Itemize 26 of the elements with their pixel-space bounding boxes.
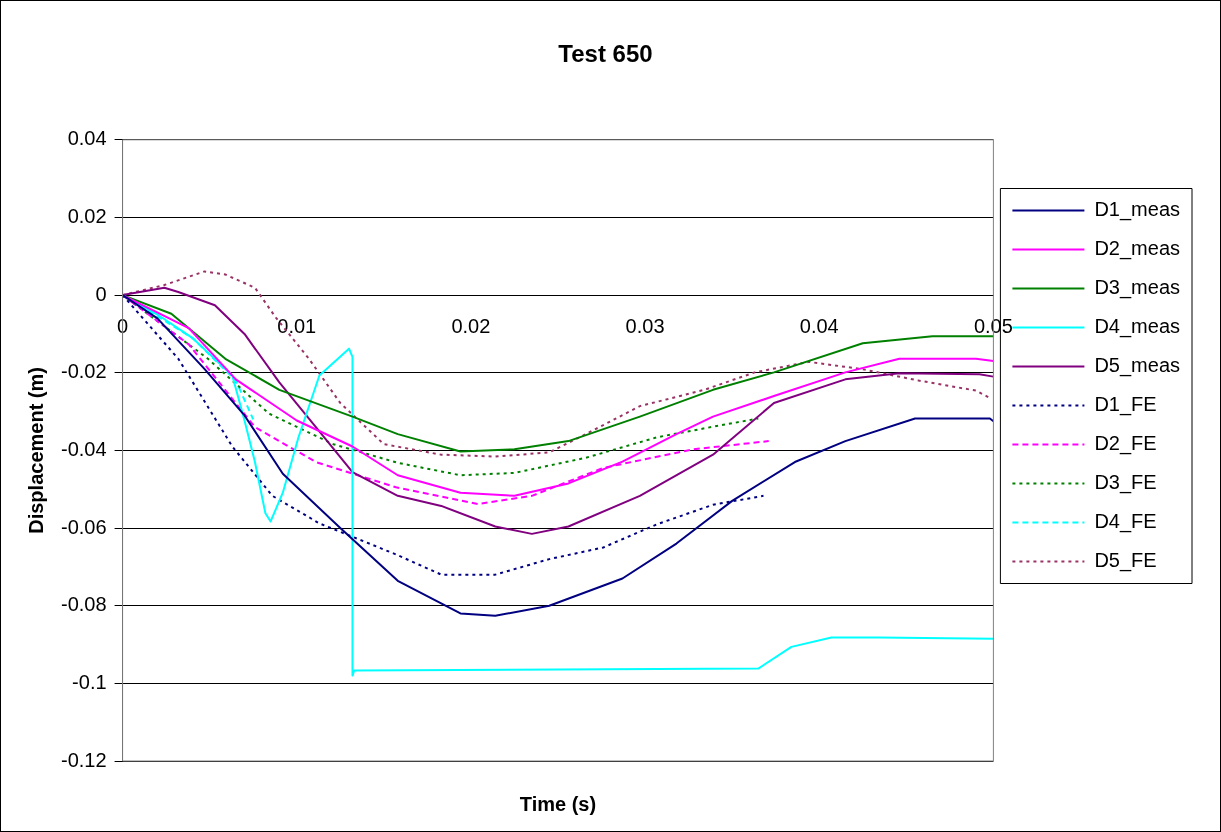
legend-label: D3_meas bbox=[1094, 276, 1181, 300]
y-tick-label: 0.04 bbox=[67, 127, 107, 150]
y-tick-label: -0.04 bbox=[60, 437, 107, 460]
legend-label: D5_FE bbox=[1094, 549, 1157, 573]
y-tick-label: 0.02 bbox=[67, 204, 107, 227]
legend-label: D1_FE bbox=[1094, 393, 1157, 417]
legend-label: D4_FE bbox=[1094, 510, 1157, 534]
legend-label: D2_FE bbox=[1094, 432, 1157, 456]
legend-label: D4_meas bbox=[1094, 315, 1181, 339]
chart-title: Test 650 bbox=[558, 40, 653, 68]
x-tick-label: 0.02 bbox=[451, 314, 491, 337]
legend-label: D5_meas bbox=[1094, 354, 1181, 378]
y-tick-label: -0.08 bbox=[60, 593, 107, 616]
x-tick-label: 0.03 bbox=[625, 314, 665, 337]
x-axis-title: Time (s) bbox=[519, 792, 597, 815]
legend-label: D2_meas bbox=[1094, 237, 1181, 261]
x-tick-label: 0.01 bbox=[277, 314, 317, 337]
legend-label: D1_meas bbox=[1094, 198, 1181, 222]
x-tick-label: 0.04 bbox=[799, 314, 839, 337]
y-tick-label: -0.02 bbox=[60, 360, 107, 383]
y-tick-label: -0.12 bbox=[60, 748, 107, 771]
y-tick-label: -0.06 bbox=[60, 515, 107, 538]
y-axis-title: Displacement (m) bbox=[24, 367, 47, 534]
y-tick-label: 0 bbox=[95, 282, 107, 305]
legend-label: D3_FE bbox=[1094, 471, 1157, 495]
y-tick-label: -0.1 bbox=[72, 670, 107, 693]
